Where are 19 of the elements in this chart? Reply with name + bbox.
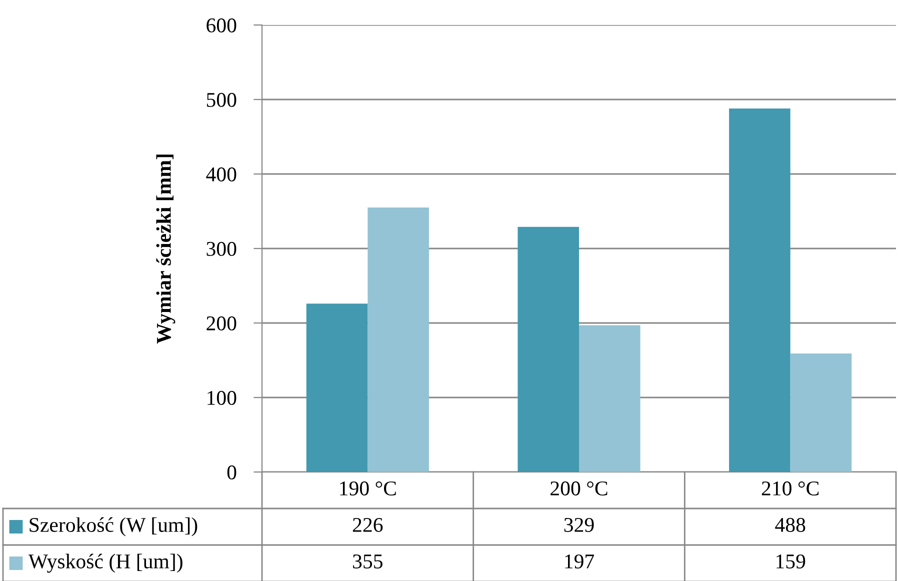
data-label: 355 [353,554,382,568]
y-tick-label: 600 [206,18,236,32]
y-tick-label: 500 [206,92,236,107]
legend-label: Wyskość (H [um]) [28,554,182,573]
x-tick-label: 190 °C [340,481,396,496]
y-tick-label: 0 [227,465,236,480]
x-tick-label: 200 °C [550,481,608,496]
y-tick-label: 400 [206,167,236,182]
y-axis-title: Wymiar ścieżki [mm] [156,154,176,344]
y-tick-label: 300 [206,242,236,256]
data-label: 226 [352,518,383,532]
x-tick-label: 210 °C [762,481,819,496]
legend-label: Szerokość (W [um]) [30,517,198,536]
data-label: 197 [565,554,594,568]
data-label: 329 [564,518,594,532]
data-label: 159 [776,554,806,568]
y-tick-label: 200 [206,316,236,330]
data-label: 488 [775,518,806,532]
y-tick-label: 100 [208,390,236,405]
